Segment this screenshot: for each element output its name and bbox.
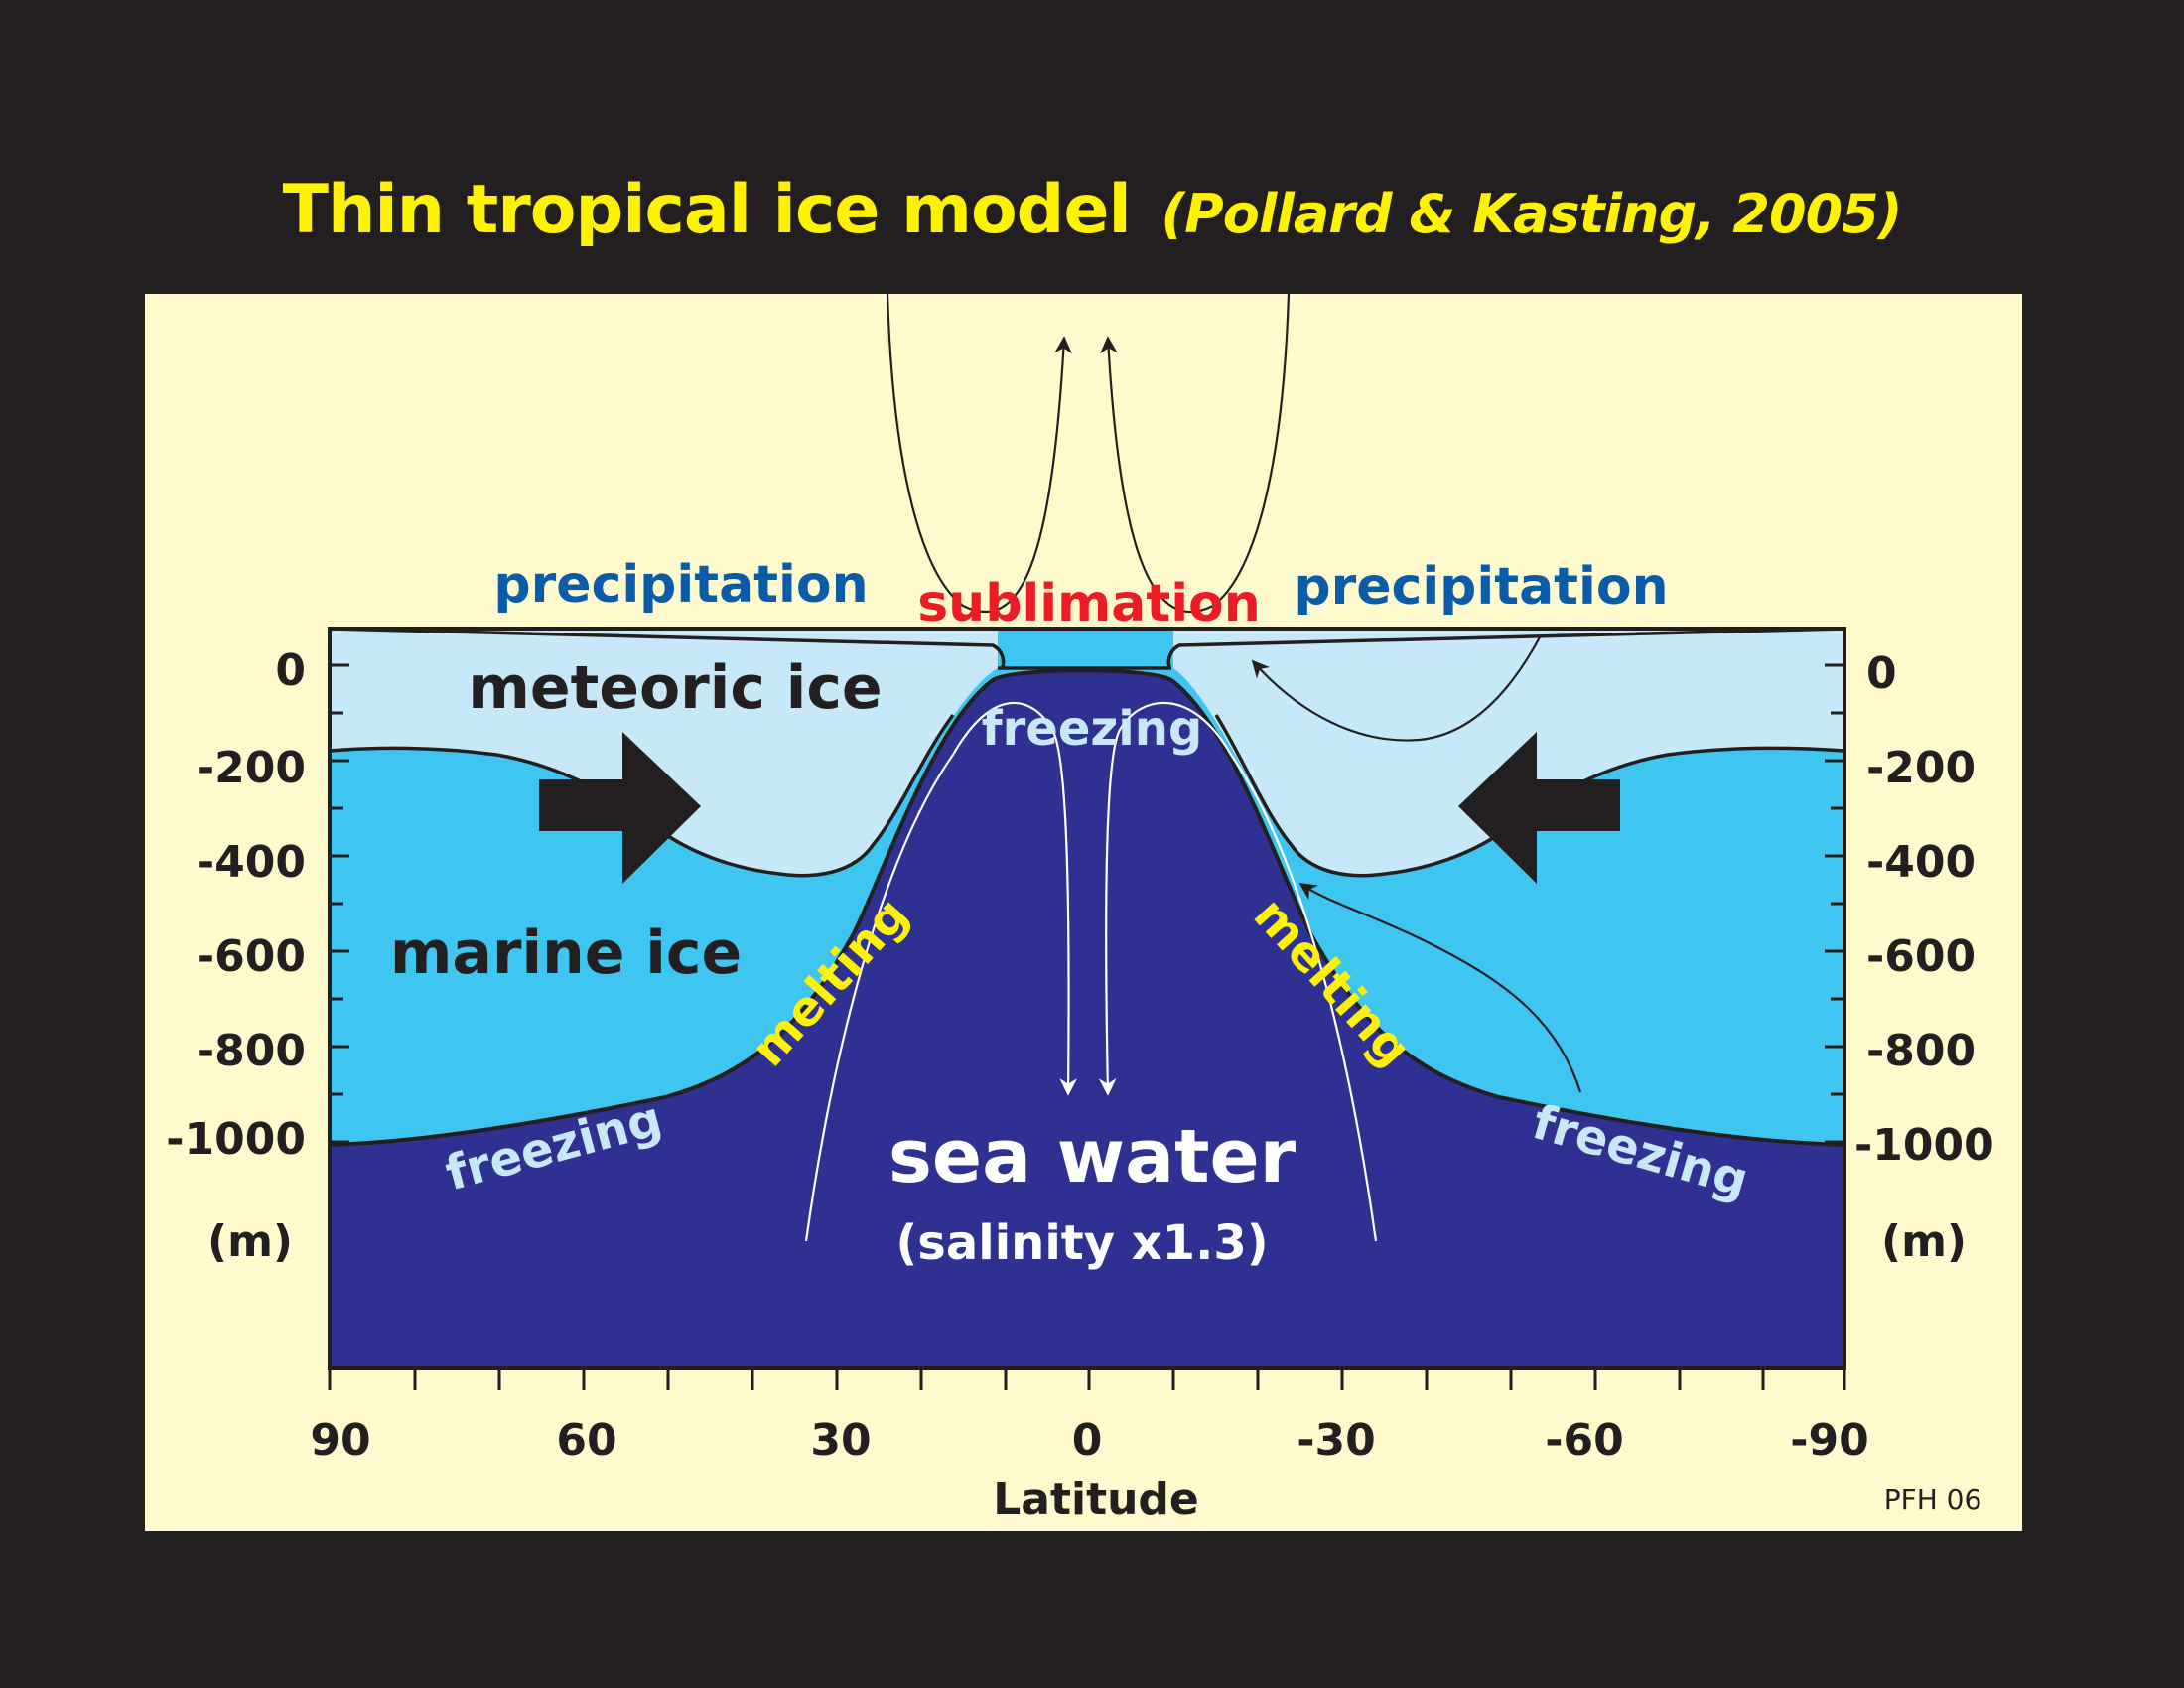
y-tick-right-4: -800 bbox=[1866, 1026, 1976, 1076]
y-tick-right-3: -600 bbox=[1866, 931, 1976, 982]
y-tick-left-5: -1000 bbox=[166, 1114, 306, 1165]
label-precipitation-right: precipitation bbox=[1294, 557, 1668, 617]
y-tick-left-4: -800 bbox=[197, 1026, 306, 1076]
title-main: Thin tropical ice model bbox=[282, 171, 1132, 249]
y-tick-left-0: 0 bbox=[275, 645, 306, 696]
ice-surface-line bbox=[329, 627, 1845, 668]
y-tick-right-0: 0 bbox=[1866, 648, 1897, 699]
x-tick-0: 90 bbox=[310, 1415, 370, 1466]
x-tick-2: 30 bbox=[810, 1415, 871, 1466]
air-flow-left bbox=[886, 293, 1072, 614]
x-tick-3: 0 bbox=[1072, 1415, 1103, 1466]
y-tick-right-2: -400 bbox=[1866, 837, 1976, 888]
ice-push-arrow-right bbox=[1458, 732, 1620, 884]
ice-flow-arrow-upper bbox=[1251, 634, 1542, 742]
y-tick-left-1: -200 bbox=[197, 743, 306, 793]
label-salinity: (salinity x1.3) bbox=[895, 1215, 1268, 1271]
y-tick-right-5: -1000 bbox=[1854, 1120, 1994, 1171]
x-tick-1: 60 bbox=[556, 1415, 616, 1466]
x-tick-5: -60 bbox=[1545, 1415, 1624, 1466]
x-tick-4: -30 bbox=[1297, 1415, 1376, 1466]
y-unit-right: (m) bbox=[1881, 1216, 1967, 1267]
label-marine-ice: marine ice bbox=[390, 918, 742, 988]
y-axis-ticks-left bbox=[330, 663, 349, 1144]
ocean-flow-left bbox=[804, 701, 1077, 1242]
y-tick-left-2: -400 bbox=[197, 837, 306, 888]
credit: PFH 06 bbox=[1884, 1483, 1982, 1516]
ice-flow-arrow-lower bbox=[1298, 883, 1582, 1093]
meteoric-marine-boundary-right bbox=[1214, 714, 1845, 878]
title-citation: (Pollard & Kasting, 2005) bbox=[1160, 183, 1902, 245]
y-tick-right-1: -200 bbox=[1866, 743, 1976, 793]
y-unit-left: (m) bbox=[207, 1216, 293, 1267]
label-sublimation: sublimation bbox=[917, 574, 1261, 633]
label-sea-water: sea water bbox=[888, 1114, 1297, 1199]
meteoric-ice-region bbox=[330, 629, 1844, 876]
label-freezing-top: freezing bbox=[982, 701, 1203, 757]
ocean-flow-right bbox=[1098, 702, 1378, 1242]
meteoric-marine-boundary bbox=[329, 713, 955, 878]
ice-push-arrow-left bbox=[539, 732, 701, 884]
air-flow-right bbox=[1100, 293, 1291, 614]
x-tick-6: -90 bbox=[1790, 1415, 1869, 1466]
label-meteoric-ice: meteoric ice bbox=[468, 653, 882, 723]
y-tick-left-3: -600 bbox=[197, 931, 306, 982]
x-axis-label: Latitude bbox=[993, 1475, 1199, 1525]
x-axis-ticks bbox=[328, 1368, 1846, 1390]
figure-title: Thin tropical ice model (Pollard & Kasti… bbox=[0, 171, 2184, 249]
label-precipitation-left: precipitation bbox=[493, 555, 868, 615]
y-axis-ticks-right bbox=[1825, 663, 1844, 1144]
ice-base-line bbox=[329, 668, 1845, 1147]
